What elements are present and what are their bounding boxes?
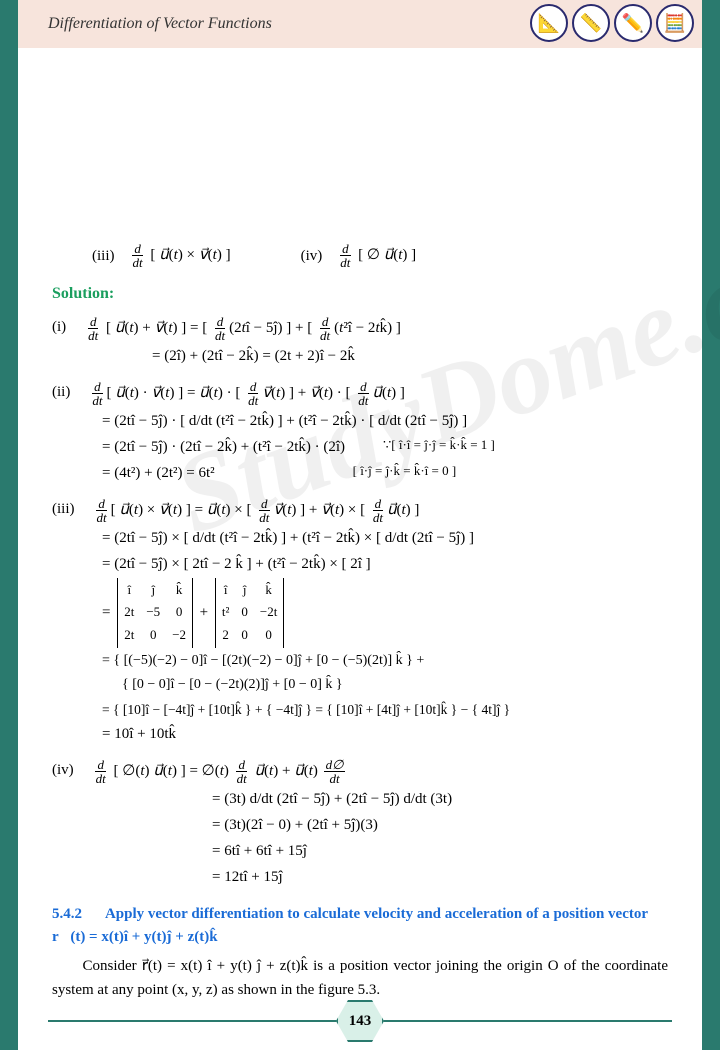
- solution-heading: Solution:: [52, 281, 668, 307]
- problem-iii: (iii) ddt [ u⃗(t) × v⃗(t) ]: [92, 242, 231, 269]
- label-iii: (iii): [52, 497, 75, 521]
- calculator-icon: 🧮: [656, 4, 694, 42]
- sol-iii-6: { [0 − 0]î − [0 − (−2t)(2)]ĵ + [0 − 0] k…: [52, 674, 668, 696]
- sol-ii-note2: [ î·ĵ = ĵ·k̂ = k̂·î = 0 ]: [353, 461, 457, 482]
- page-number-badge: 143: [336, 1000, 384, 1042]
- body-paragraph: Consider r⃗(t) = x(t) î + y(t) ĵ + z(t)k…: [52, 954, 668, 1002]
- sol-iv-3: = (3t)(2î − 0) + (2tî + 5ĵ)(3): [52, 813, 668, 837]
- sol-iv-2: = (3t) d/dt (2tî − 5ĵ) + (2tî − 5ĵ) d/dt…: [52, 787, 668, 811]
- sol-iii-2: = (2tî − 5ĵ) × [ d/dt (t²î − 2tk̂) ] + (…: [52, 526, 668, 550]
- page: Differentiation of Vector Functions 📐 📏 …: [18, 0, 702, 1050]
- ruler-icon: 📏: [572, 4, 610, 42]
- icon-row: 📐 📏 ✏️ 🧮: [530, 4, 694, 42]
- sol-iv-1: ddt [ ∅(t) u⃗(t) ] = ∅(t) ddt u⃗(t) + u⃗…: [92, 758, 348, 785]
- problem-list: (iii) ddt [ u⃗(t) × v⃗(t) ] (iv) ddt [ ∅…: [52, 242, 668, 269]
- problem-iv: (iv) ddt [ ∅ u⃗(t) ]: [301, 242, 417, 269]
- page-number: 143: [336, 1000, 384, 1042]
- sol-i-1: ddt [ u⃗(t) + v⃗(t) ] = [ ddt(2tî − 5ĵ) …: [84, 315, 401, 342]
- roman-iv: (iv): [301, 244, 323, 268]
- solution-ii: (ii) ddt[ u⃗(t) · v⃗(t) ] = u⃗(t) · [ dd…: [52, 380, 668, 485]
- sol-iii-8: = 10î + 10tk̂: [52, 722, 668, 746]
- sol-iii-5: = { [(−5)(−2) − 0]î − [(2t)(−2) − 0]ĵ + …: [52, 650, 668, 672]
- header-band: Differentiation of Vector Functions 📐 📏 …: [18, 0, 702, 48]
- solution-i: (i) ddt [ u⃗(t) + v⃗(t) ] = [ ddt(2tî − …: [52, 315, 668, 368]
- sol-i-2: = (2î) + (2tî − 2k̂) = (2t + 2)î − 2k̂: [52, 344, 668, 368]
- section-number: 5.4.2: [52, 903, 102, 926]
- geometry-icon: 📐: [530, 4, 568, 42]
- solution-iii: (iii) ddt[ u⃗(t) × v⃗(t) ] = u⃗(t) × [ d…: [52, 497, 668, 747]
- sol-iv-5: = 12tî + 15ĵ: [52, 865, 668, 889]
- solution-iv: (iv) ddt [ ∅(t) u⃗(t) ] = ∅(t) ddt u⃗(t)…: [52, 758, 668, 889]
- sol-iii-3: = (2tî − 5ĵ) × [ 2tî − 2 k̂ ] + (t²î − 2…: [52, 552, 668, 576]
- section-heading: 5.4.2 Apply vector differentiation to ca…: [52, 903, 668, 948]
- sol-ii-4: = (4t²) + (2t²) = 6t²: [102, 461, 215, 485]
- label-i: (i): [52, 315, 66, 339]
- sol-iii-matrix: = îĵk̂ 2t−50 2t0−2 + îĵk̂ t²0−2t: [52, 578, 668, 648]
- sol-ii-2: = (2tî − 5ĵ) · [ d/dt (t²î − 2tk̂) ] + (…: [52, 409, 668, 433]
- expr-iii: ddt [ u⃗(t) × v⃗(t) ]: [129, 242, 231, 269]
- sol-iii-1: ddt[ u⃗(t) × v⃗(t) ] = u⃗(t) × [ ddtv⃗(t…: [93, 497, 420, 524]
- roman-iii: (iii): [92, 244, 115, 268]
- sol-iv-4: = 6tî + 6tî + 15ĵ: [52, 839, 668, 863]
- sol-ii-note1: ∵[ î·î = ĵ·ĵ = k̂·k̂ = 1 ]: [383, 435, 495, 456]
- label-iv: (iv): [52, 758, 74, 782]
- sol-iii-7: = { [10]î − [−4t]ĵ + [10t]k̂ } + { −4t]ĵ…: [52, 699, 668, 721]
- section-title: Apply vector differentiation to calculat…: [52, 906, 648, 945]
- compass-icon: ✏️: [614, 4, 652, 42]
- content-area: StudyDome.com (iii) ddt [ u⃗(t) × v⃗(t) …: [18, 48, 702, 1012]
- expr-iv: ddt [ ∅ u⃗(t) ]: [336, 242, 416, 269]
- sol-ii-1: ddt[ u⃗(t) · v⃗(t) ] = u⃗(t) · [ ddtv⃗(t…: [88, 380, 405, 407]
- chapter-title: Differentiation of Vector Functions: [48, 15, 272, 33]
- label-ii: (ii): [52, 380, 70, 404]
- sol-ii-3: = (2tî − 5ĵ) · (2tî − 2k̂) + (t²î − 2tk̂…: [102, 435, 345, 459]
- paragraph-text: Consider r⃗(t) = x(t) î + y(t) ĵ + z(t)k…: [52, 958, 668, 998]
